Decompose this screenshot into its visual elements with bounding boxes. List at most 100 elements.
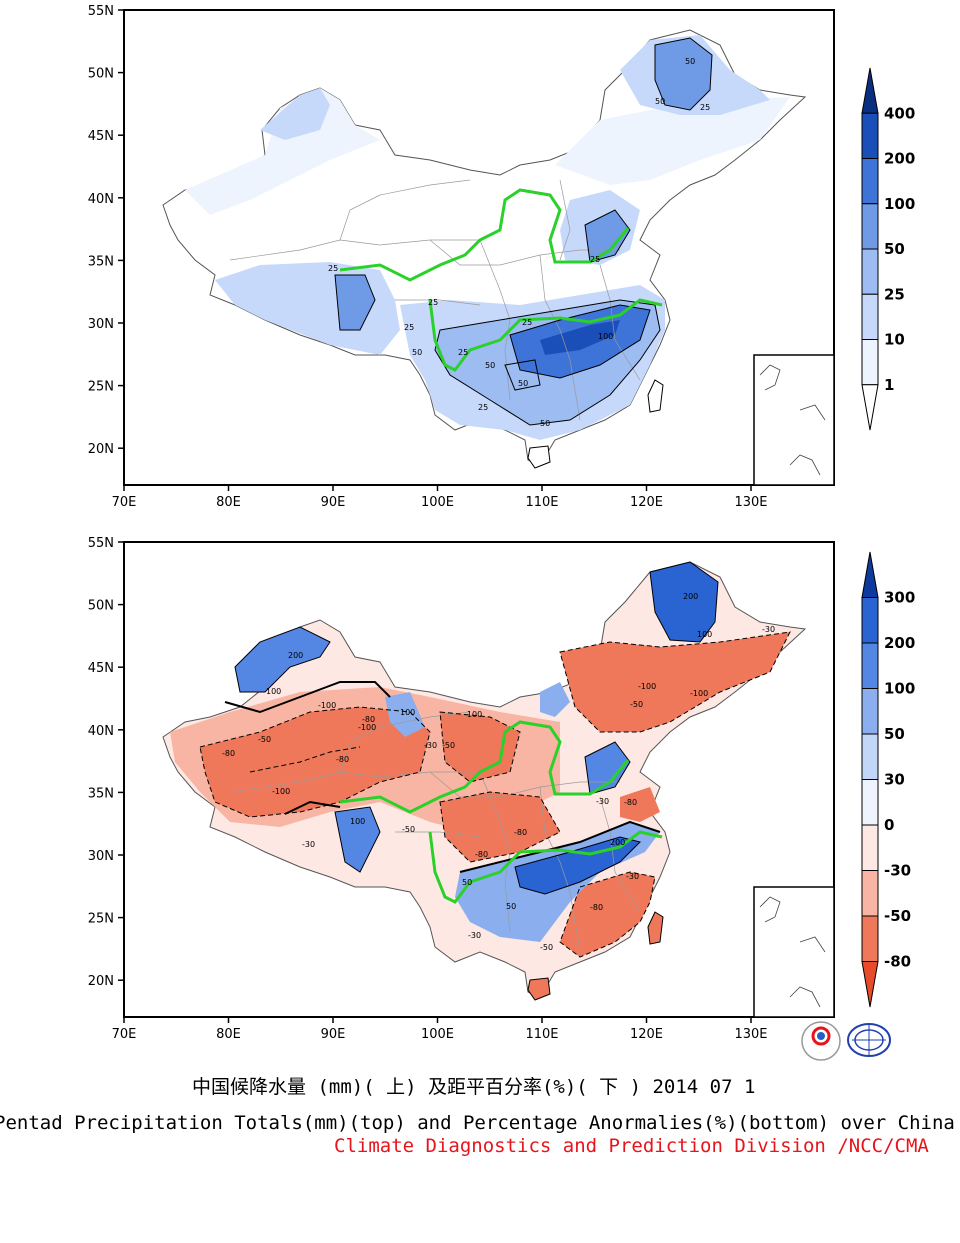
dashed-contours <box>199 631 791 958</box>
colorbar-label: 300 <box>884 589 915 607</box>
contour-label: -100 <box>464 710 482 719</box>
contour-label: 50 <box>412 348 422 357</box>
province-borders <box>229 711 641 953</box>
contour-label: 200 <box>288 651 303 660</box>
colorbar-label: 0 <box>884 816 894 834</box>
colorbar-label: 200 <box>884 150 915 168</box>
lat-label: 40N <box>88 724 114 739</box>
contour-label: 50 <box>655 97 665 106</box>
colorbar-segment <box>861 597 879 644</box>
colorbar-label: 100 <box>884 680 915 698</box>
contour-label: 100 <box>350 817 365 826</box>
colorbar-segment <box>861 688 879 735</box>
contour-label: -100 <box>358 723 376 732</box>
contour-label: -80 <box>222 749 235 758</box>
rivers <box>339 188 663 372</box>
colorbar-segment <box>861 779 879 826</box>
lon-label: 120E <box>630 495 663 510</box>
lat-label: 55N <box>88 4 114 19</box>
south-china-sea-inset <box>753 354 835 486</box>
contour-label: -100 <box>318 701 336 710</box>
contour-label: 50 <box>518 379 528 388</box>
colorbar-label: -80 <box>884 953 911 971</box>
contour-label: 50 <box>462 878 472 887</box>
colorbar-label: -30 <box>884 862 911 880</box>
shade-pos-w <box>335 807 380 872</box>
rivers <box>339 720 663 904</box>
shade-200-south <box>540 320 620 355</box>
caption-english: Pentad Precipitation Totals(mm)(top) and… <box>0 1112 955 1134</box>
lat-label: 20N <box>88 974 114 989</box>
contour-label: -30 <box>596 797 609 806</box>
hainan-island <box>527 977 551 1001</box>
shade-neg80-north <box>620 787 660 822</box>
lat-label: 30N <box>88 849 114 864</box>
lat-label: 30N <box>88 317 114 332</box>
colorbar-label: 10 <box>884 331 905 349</box>
colorbar-label: 50 <box>884 240 905 258</box>
contour-label: 25 <box>590 255 600 264</box>
colorbar-segment <box>861 112 879 159</box>
contour-label: -80 <box>362 715 375 724</box>
taiwan-island <box>647 911 664 945</box>
shade-pos-mid <box>385 692 425 737</box>
shade-neg50-ne <box>560 632 790 732</box>
contour-label-group: 25 25 25 25 25 50 50 50 50 50 100 25 25 … <box>328 57 710 428</box>
contour-label: -50 <box>540 943 553 952</box>
bcc-logo <box>800 1020 842 1062</box>
contour-lines <box>224 561 719 895</box>
shade-neg80-se <box>560 872 655 957</box>
contour-label-group: 200 100 200 100 -100 100 -80 -50 -100 -1… <box>222 592 775 952</box>
lon-label: 90E <box>321 1027 346 1042</box>
lat-label: 20N <box>88 442 114 457</box>
top-colorbar: 1 10 25 50 100 200 400 <box>861 67 915 431</box>
colorbar-segment <box>861 203 879 250</box>
lon-label: 110E <box>525 495 558 510</box>
lon-axis: 70E 80E 90E 100E 110E 120E 130E <box>112 485 768 510</box>
lat-label: 40N <box>88 192 114 207</box>
contour-label: 100 <box>400 708 415 717</box>
contour-label: -100 <box>272 787 290 796</box>
lon-label: 130E <box>734 495 767 510</box>
top-precipitation-map: 25 25 25 25 25 50 50 50 50 50 100 25 25 … <box>88 4 916 510</box>
contour-label: -80 <box>590 903 603 912</box>
shade-25-nw <box>260 88 330 140</box>
colorbar-segment <box>861 915 879 962</box>
lon-label: 100E <box>421 1027 454 1042</box>
shade-neg80-mid <box>440 792 560 862</box>
contour-label: 25 <box>700 103 710 112</box>
contour-label: 200 <box>683 592 698 601</box>
contour-label: 100 <box>697 630 712 639</box>
contour-label: 100 <box>266 687 281 696</box>
lon-label: 100E <box>421 495 454 510</box>
shade-10 <box>185 88 380 215</box>
bcc-logo-icon <box>801 1021 841 1061</box>
contour-label: -30 <box>424 741 437 750</box>
colorbar-segment <box>861 158 879 205</box>
hainan-island <box>527 445 551 469</box>
taiwan-island <box>647 379 664 413</box>
lon-axis: 70E 80E 90E 100E 110E 120E 130E <box>112 1017 768 1042</box>
contour-label: -30 <box>762 625 775 634</box>
colorbar-segment <box>861 339 879 386</box>
colorbar-label: 30 <box>884 771 905 789</box>
contour-label: -50 <box>630 700 643 709</box>
lat-label: 25N <box>88 380 114 395</box>
colorbar-segment <box>861 293 879 340</box>
shade-pos-ne <box>650 562 718 642</box>
shade-pos-n <box>585 742 630 794</box>
shade-neg80-west <box>200 707 430 817</box>
contour-label: 25 <box>404 323 414 332</box>
colorbar-label: 1 <box>884 376 894 394</box>
colorbar-label: 400 <box>884 104 915 122</box>
inset-coastline <box>759 896 826 1008</box>
shade-neg80-center <box>440 712 520 782</box>
lat-label: 50N <box>88 67 114 82</box>
contour-label: -100 <box>638 682 656 691</box>
colorbar-triangle-top <box>861 551 879 598</box>
caption-chinese: 中国候降水量 (mm)( 上) 及距平百分率(%)( 下 ) 2014 07 1 <box>192 1076 756 1098</box>
lat-label: 45N <box>88 129 114 144</box>
colorbar-segment <box>861 248 879 295</box>
colorbar-triangle-top <box>861 67 879 114</box>
